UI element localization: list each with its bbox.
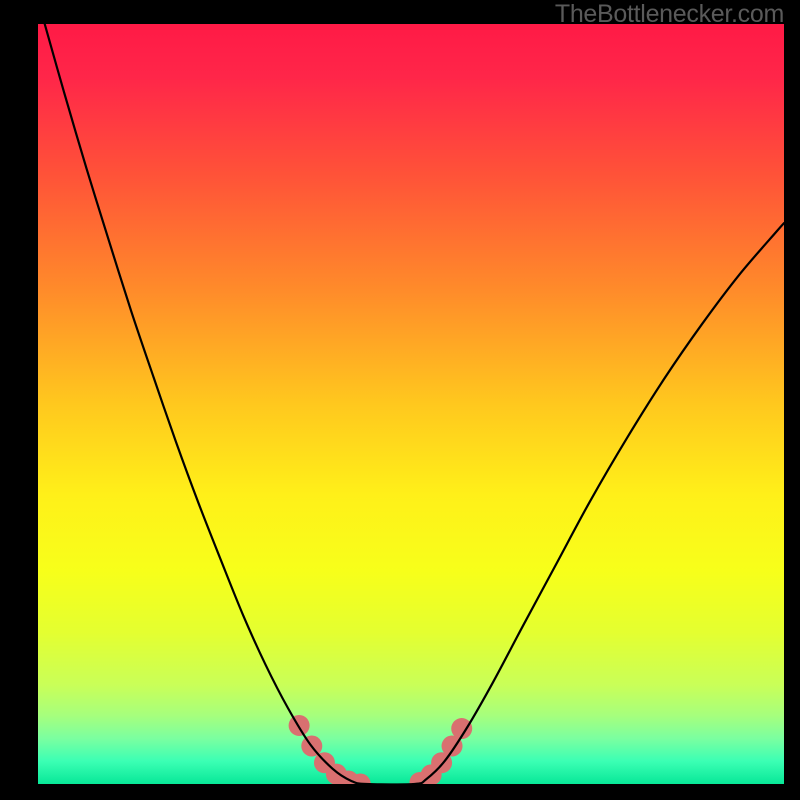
watermark-text: TheBottlenecker.com: [555, 0, 784, 29]
plot-area: [38, 24, 784, 784]
chart-container: TheBottlenecker.com: [0, 0, 800, 800]
bottleneck-curve: [45, 24, 784, 784]
curve-layer: [38, 24, 784, 784]
marker-overlay: [289, 715, 473, 784]
